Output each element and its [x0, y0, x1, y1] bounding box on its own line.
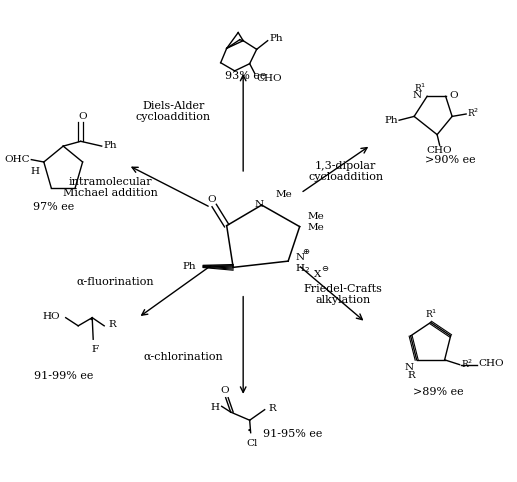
Text: 1,3-dipolar
cycloaddition: 1,3-dipolar cycloaddition	[308, 161, 383, 182]
Text: >90% ee: >90% ee	[425, 155, 476, 164]
Text: R$^1$: R$^1$	[425, 308, 438, 320]
Text: Ph: Ph	[182, 262, 195, 271]
Text: Diels-Alder
cycloaddition: Diels-Alder cycloaddition	[135, 101, 211, 122]
Text: N: N	[413, 91, 422, 100]
Text: R: R	[269, 404, 277, 413]
Text: •: •	[247, 427, 252, 435]
Text: O: O	[220, 387, 229, 396]
Text: Ph: Ph	[104, 141, 117, 149]
Text: Ph: Ph	[269, 34, 283, 43]
Text: 91-95% ee: 91-95% ee	[264, 428, 323, 439]
Text: CHO: CHO	[427, 146, 452, 155]
Text: Friedel-Crafts
alkylation: Friedel-Crafts alkylation	[303, 284, 383, 306]
Text: O: O	[207, 195, 216, 204]
Text: Me: Me	[276, 190, 293, 199]
Text: R$^2$: R$^2$	[461, 358, 473, 370]
Text: H$_2$: H$_2$	[295, 262, 310, 275]
Text: >89% ee: >89% ee	[413, 387, 463, 397]
Text: CHO: CHO	[256, 74, 282, 83]
Text: N: N	[254, 200, 264, 209]
Text: Me: Me	[308, 223, 324, 232]
Text: R$^1$: R$^1$	[414, 81, 426, 94]
Text: X: X	[314, 270, 322, 279]
Text: Cl: Cl	[246, 440, 257, 448]
Text: O: O	[450, 91, 458, 100]
Text: $\ominus$: $\ominus$	[321, 264, 329, 273]
Text: 93% ee: 93% ee	[225, 71, 266, 80]
Text: N: N	[405, 363, 414, 372]
Text: F: F	[91, 346, 98, 354]
Text: HO: HO	[42, 312, 59, 321]
Text: OHC: OHC	[4, 155, 30, 164]
Text: H: H	[31, 167, 40, 176]
Text: Me: Me	[308, 212, 324, 221]
Text: CHO: CHO	[479, 359, 504, 368]
Text: •: •	[88, 316, 93, 324]
Text: O: O	[78, 112, 86, 121]
Text: α-fluorination: α-fluorination	[77, 277, 155, 287]
Text: R: R	[408, 371, 416, 380]
Text: 91-99% ee: 91-99% ee	[34, 371, 93, 381]
Text: R: R	[108, 321, 116, 329]
Text: α-chlorination: α-chlorination	[143, 352, 223, 362]
Text: Ph: Ph	[384, 116, 398, 125]
Text: N: N	[295, 253, 305, 262]
Text: intramolecular
Michael addition: intramolecular Michael addition	[63, 176, 158, 198]
Text: 97% ee: 97% ee	[33, 202, 74, 213]
Text: R$^2$: R$^2$	[467, 107, 479, 119]
Text: $\oplus$: $\oplus$	[302, 247, 310, 256]
Text: H: H	[210, 403, 220, 412]
